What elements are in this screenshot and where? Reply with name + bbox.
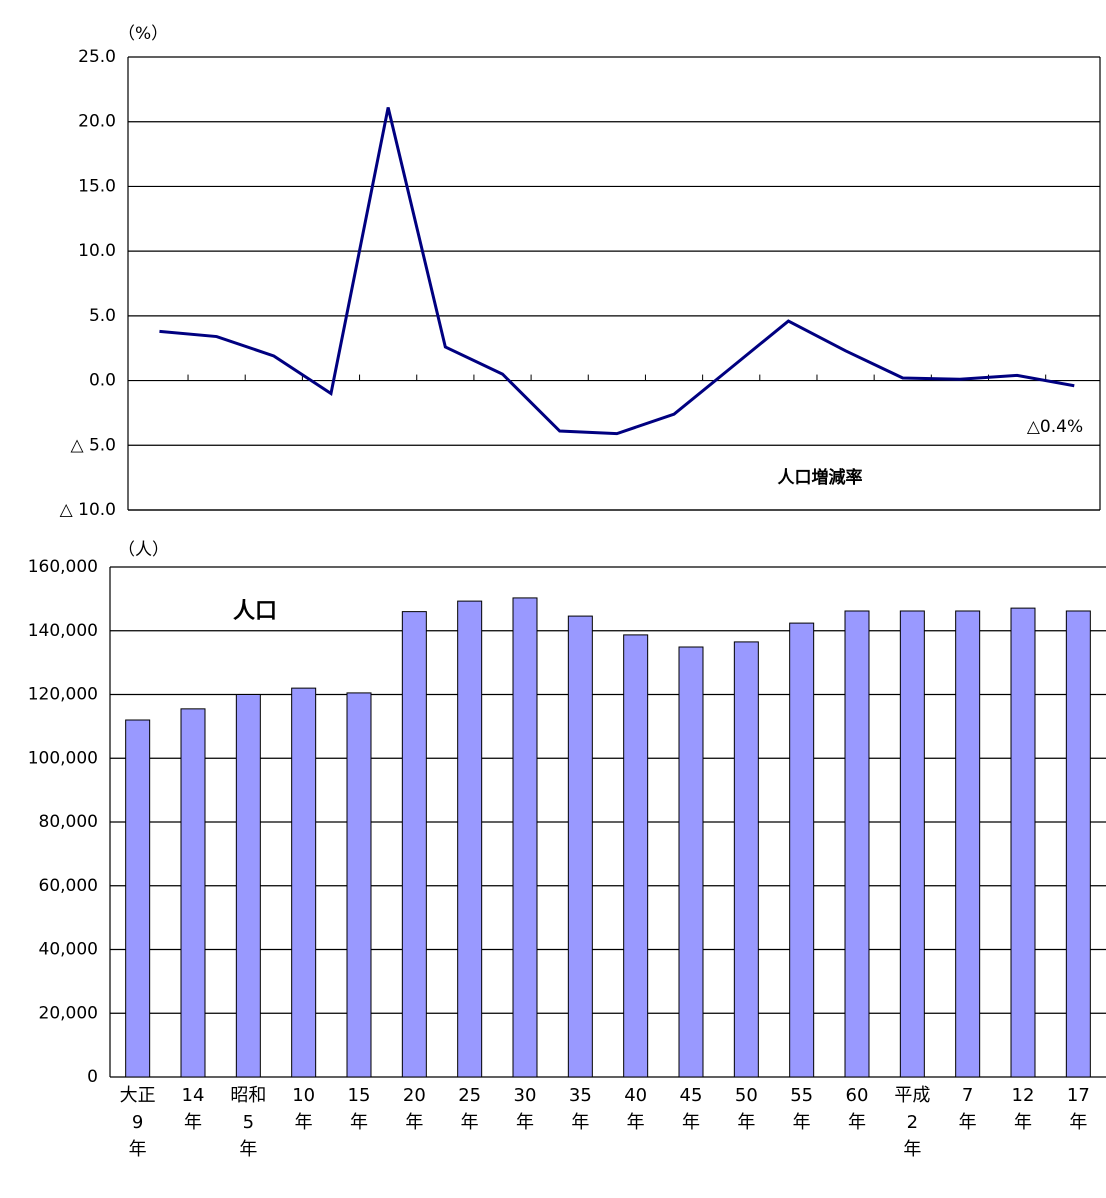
y-tick-label: 10.0 xyxy=(78,241,116,261)
y-tick-label: 20,000 xyxy=(39,1003,98,1023)
bar xyxy=(955,610,981,1078)
x-tick-label: 7 年 xyxy=(958,1085,977,1133)
y-tick-label: 140,000 xyxy=(28,621,98,641)
y-tick-label: 80,000 xyxy=(39,812,98,832)
y-tick-label: 0 xyxy=(87,1067,98,1087)
bar xyxy=(733,641,759,1078)
bar xyxy=(899,610,925,1078)
unit-label: （人） xyxy=(118,540,169,560)
y-tick-label: △ 5.0 xyxy=(70,435,116,455)
bar xyxy=(235,694,261,1078)
y-tick-label: 60,000 xyxy=(39,876,98,896)
x-tick-label: 50 年 xyxy=(734,1085,758,1133)
x-tick-label: 昭和 5 年 xyxy=(230,1085,267,1160)
bar xyxy=(180,708,206,1078)
x-tick-label: 25 年 xyxy=(458,1085,482,1133)
bar xyxy=(789,622,815,1078)
x-tick-label: 17 年 xyxy=(1066,1085,1090,1133)
x-tick-label: 14 年 xyxy=(181,1085,205,1133)
bar xyxy=(125,719,151,1078)
line-series xyxy=(159,107,1075,436)
x-tick-label: 15 年 xyxy=(347,1085,371,1133)
x-tick-label: 40 年 xyxy=(624,1085,648,1133)
x-tick-label: 60 年 xyxy=(845,1085,869,1133)
annotation: △0.4% xyxy=(1027,417,1083,437)
x-tick-label: 30 年 xyxy=(513,1085,537,1133)
series-label: 人口増減率 xyxy=(778,467,863,488)
bar xyxy=(346,692,372,1078)
y-tick-label: 5.0 xyxy=(89,306,116,326)
bar xyxy=(678,646,704,1078)
y-tick-label: △ 10.0 xyxy=(60,500,116,520)
bar xyxy=(401,611,427,1078)
x-tick-label: 55 年 xyxy=(790,1085,814,1133)
x-tick-label: 10 年 xyxy=(292,1085,316,1133)
y-tick-label: 15.0 xyxy=(78,176,116,196)
x-tick-label: 20 年 xyxy=(402,1085,426,1133)
x-tick-label: 大正 9 年 xyxy=(119,1085,156,1160)
x-tick-label: 12 年 xyxy=(1011,1085,1035,1133)
y-tick-label: 25.0 xyxy=(78,47,116,67)
bar xyxy=(1065,610,1091,1078)
x-tick-label: 35 年 xyxy=(568,1085,592,1133)
series-label: 人口 xyxy=(233,599,277,624)
bar xyxy=(1010,607,1036,1078)
y-tick-label: 120,000 xyxy=(28,685,98,705)
y-tick-label: 40,000 xyxy=(39,940,98,960)
bar xyxy=(567,615,593,1078)
bar xyxy=(623,634,649,1078)
unit-label: （%） xyxy=(118,24,168,44)
x-tick-label: 45 年 xyxy=(679,1085,703,1133)
bar xyxy=(512,597,538,1078)
bar xyxy=(291,687,317,1078)
y-tick-label: 160,000 xyxy=(28,557,98,577)
bar xyxy=(457,600,483,1078)
bar xyxy=(844,610,870,1078)
x-tick-label: 平成 2 年 xyxy=(894,1085,931,1160)
y-tick-label: 100,000 xyxy=(28,748,98,768)
y-tick-label: 0.0 xyxy=(89,371,116,391)
y-tick-label: 20.0 xyxy=(78,112,116,132)
